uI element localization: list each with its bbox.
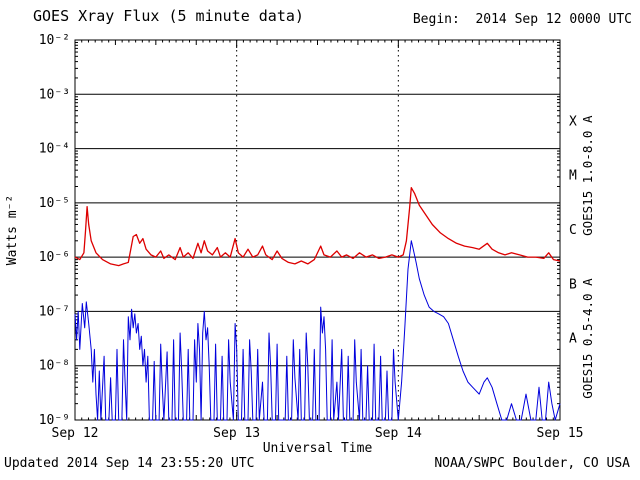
- x-tick-label: Sep 13: [213, 426, 260, 441]
- x-axis-title: Universal Time: [263, 441, 373, 456]
- y-tick-label: 10⁻²: [39, 33, 70, 48]
- y-axis-title: Watts m⁻²: [5, 195, 20, 265]
- flare-class-letter: C: [569, 223, 577, 238]
- y-tick-label: 10⁻³: [39, 87, 70, 102]
- y-tick-label: 10⁻⁴: [39, 142, 70, 157]
- flare-class-letter: X: [569, 114, 577, 129]
- series-long-wavelength: [74, 187, 561, 267]
- y-tick-label: 10⁻⁷: [39, 304, 70, 319]
- y-tick-label: 10⁻⁵: [39, 196, 70, 211]
- begin-timestamp-label: Begin: 2014 Sep 12 0000 UTC: [412, 12, 632, 27]
- x-tick-label: Sep 15: [537, 426, 584, 441]
- y-tick-label: 10⁻⁸: [39, 359, 70, 374]
- series-short-wavelength: [74, 240, 561, 421]
- series-label-short: GOES15 0.5-4.0 A: [580, 278, 595, 399]
- y-tick-label: 10⁻⁶: [39, 250, 70, 265]
- source-credit-label: NOAA/SWPC Boulder, CO USA: [434, 456, 630, 471]
- series-label-long: GOES15 1.0-8.0 A: [580, 115, 595, 236]
- chart-title: GOES Xray Flux (5 minute data): [33, 7, 304, 25]
- axes: [74, 39, 561, 421]
- x-tick-label: Sep 12: [52, 426, 99, 441]
- y-tick-label: 10⁻⁹: [39, 413, 70, 428]
- x-tick-label: Sep 14: [375, 426, 422, 441]
- flare-class-letter: A: [569, 332, 577, 347]
- updated-timestamp-label: Updated 2014 Sep 14 23:55:20 UTC: [4, 456, 255, 471]
- flare-class-letter: M: [569, 169, 577, 184]
- flare-class-letter: B: [569, 277, 577, 292]
